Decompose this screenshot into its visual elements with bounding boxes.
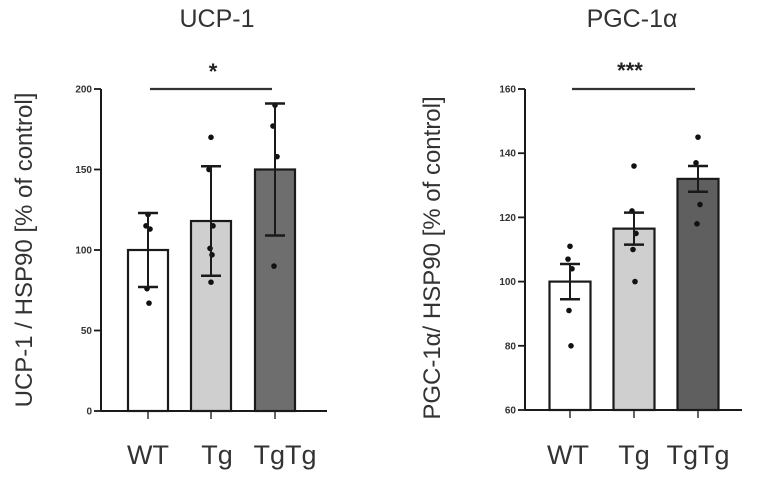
data-point: [208, 134, 214, 141]
data-point: [146, 300, 152, 306]
chart-title: UCP-1: [179, 5, 254, 33]
chart-marks: [94, 87, 327, 419]
x-tick-label: Tg: [201, 440, 233, 470]
x-tick-label: WT: [547, 440, 589, 470]
y-axis-label: PGC-1α/ HSP90 [% of control]: [419, 96, 446, 419]
data-point: [271, 263, 277, 269]
data-point: [568, 343, 574, 349]
y-tick-label: 0: [86, 407, 92, 418]
y-tick-label: 80: [505, 341, 517, 352]
bar-tg: [612, 227, 656, 412]
x-tick-label: TgTg: [253, 440, 316, 470]
x-tick-labels: WT Tg TgTg: [547, 440, 730, 470]
data-point: [208, 279, 214, 286]
y-tick-label: 140: [499, 149, 516, 160]
data-point: [630, 246, 636, 253]
significance-label: ***: [617, 58, 643, 83]
y-tick-labels: 60 80 100 120 140 160: [499, 85, 516, 417]
data-point: [695, 134, 701, 140]
y-tick-label: 160: [499, 85, 516, 96]
significance-label: *: [209, 59, 218, 84]
data-point: [632, 278, 638, 285]
data-point: [694, 221, 700, 227]
data-point: [631, 163, 637, 169]
pgc1a-chart: PGC-1α PGC-1α/ HSP90 [% of control] *** …: [419, 5, 742, 470]
x-tick-label: Tg: [618, 440, 650, 470]
data-point: [567, 243, 573, 250]
y-tick-label: 200: [75, 85, 92, 96]
chart-marks: [518, 87, 742, 418]
y-axis-label: UCP-1 / HSP90 [% of control]: [11, 93, 38, 408]
ucp1-chart: UCP-1 UCP-1 / HSP90 [% of control] * WT …: [11, 5, 327, 470]
data-point: [566, 307, 572, 314]
bar-tgtg: [676, 177, 720, 412]
x-tick-label: TgTg: [666, 440, 729, 470]
y-tick-label: 150: [75, 165, 92, 176]
y-tick-label: 50: [81, 326, 93, 337]
x-tick-labels: WT Tg TgTg: [127, 440, 317, 470]
data-point: [697, 201, 703, 208]
y-tick-label: 100: [499, 277, 516, 288]
y-tick-labels: 0 50 100 150 200: [75, 85, 92, 418]
chart-title: PGC-1α: [587, 5, 678, 33]
y-tick-label: 120: [499, 213, 516, 224]
y-tick-label: 60: [505, 406, 517, 417]
data-point: [693, 160, 699, 166]
x-tick-label: WT: [127, 440, 169, 470]
data-point: [565, 256, 571, 262]
y-tick-label: 100: [75, 246, 92, 257]
